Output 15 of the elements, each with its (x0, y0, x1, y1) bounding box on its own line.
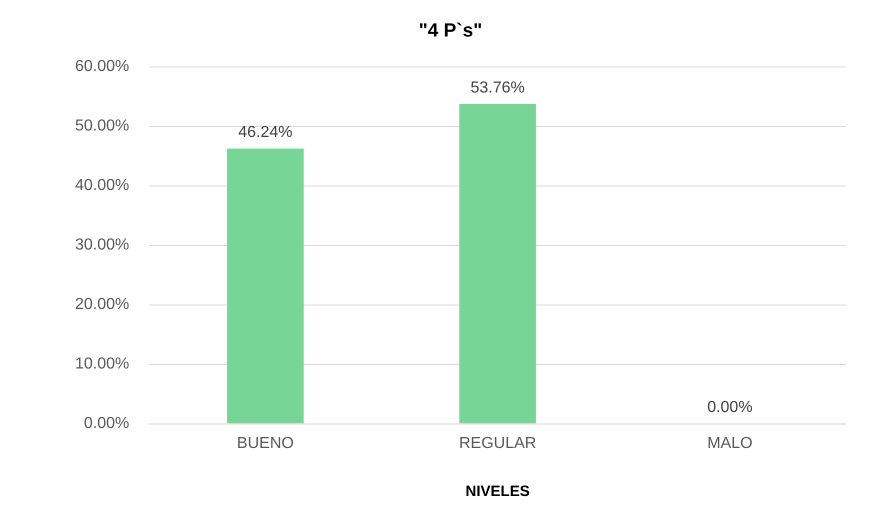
y-tick-label: 40.00% (75, 177, 130, 194)
x-axis-title: NIVELES (466, 483, 530, 500)
y-tick-label: 60.00% (75, 58, 130, 76)
x-tick-label: MALO (707, 434, 753, 452)
chart-title: "4 P`s" (418, 20, 482, 42)
y-tick-label: 30.00% (75, 236, 130, 254)
y-tick-label: 20.00% (75, 296, 130, 314)
data-label: 53.76% (470, 79, 525, 96)
data-label: 0.00% (707, 399, 753, 416)
data-label: 46.24% (238, 124, 293, 142)
y-tick-label: 10.00% (75, 356, 130, 373)
x-tick-label: REGULAR (458, 434, 536, 452)
y-tick-label: 50.00% (75, 118, 130, 135)
x-tick-label: BUENO (236, 434, 294, 452)
y-tick-label: 0.00% (84, 415, 130, 432)
